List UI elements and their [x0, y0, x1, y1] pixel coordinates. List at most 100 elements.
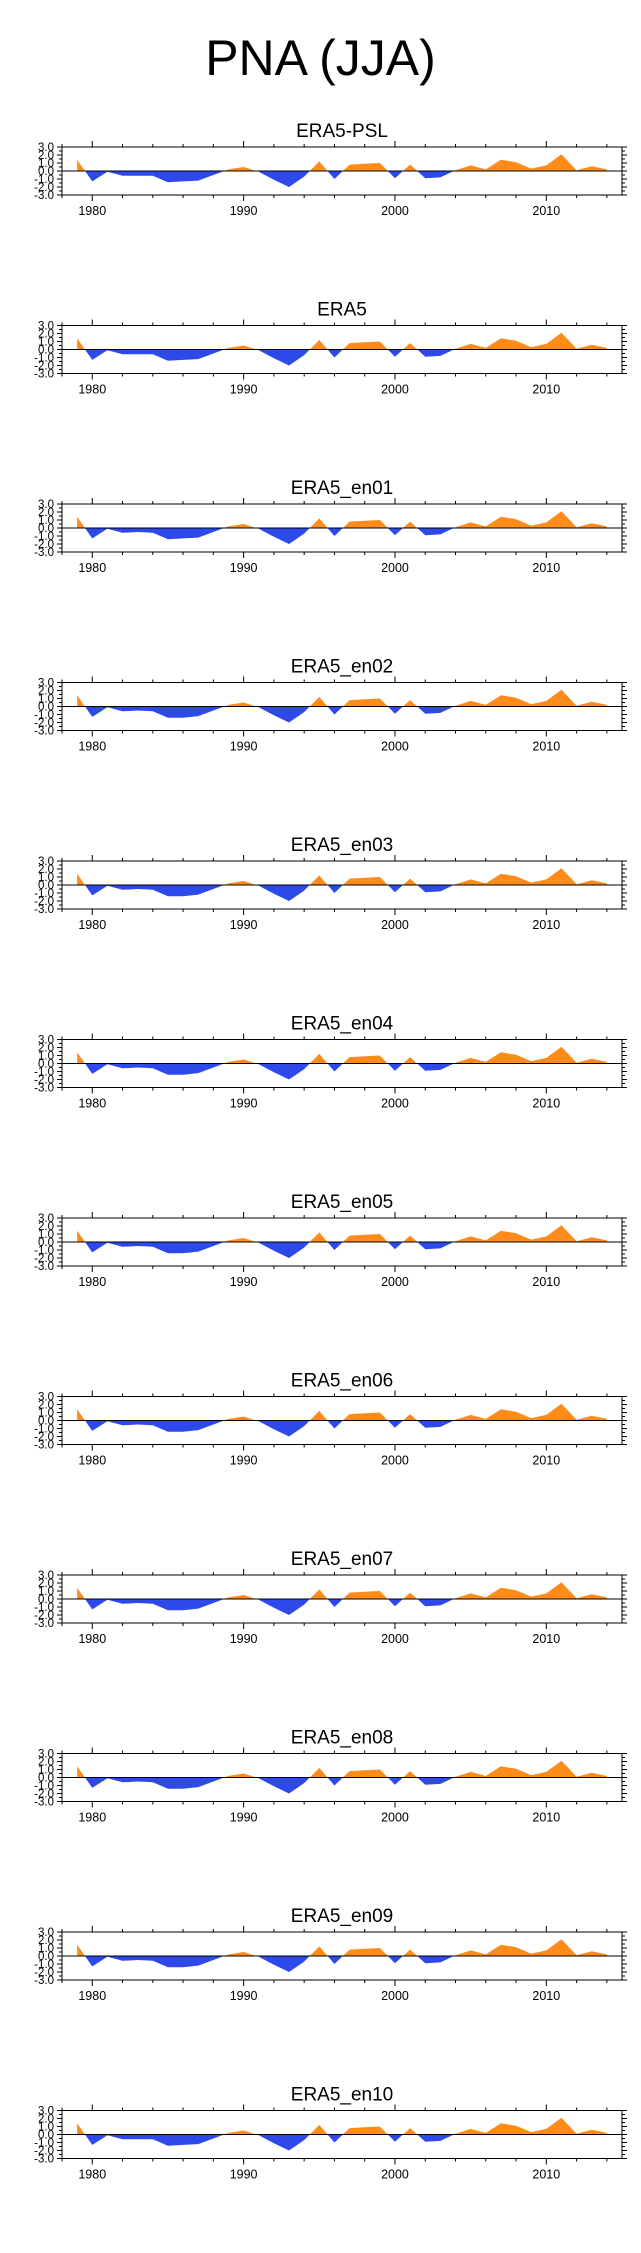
chart-title: ERA5_en09 [291, 1906, 393, 1927]
y-tick-label: -2.0 [34, 2146, 54, 2158]
chart-panel: ERA5_en02 3.02.01.00.0-1.0-2.0-3.0 1980 199… [34, 657, 627, 754]
y-tick-label: -3.0 [34, 726, 54, 738]
y-tick-label: 0.0 [38, 1773, 54, 1785]
chart-panel: ERA5 3.02.01.00.0-1.0-2.0-3.0 1980 1990 2000… [34, 300, 627, 397]
x-tick-label: 1990 [230, 918, 258, 932]
y-tick-label: 0.0 [38, 1594, 54, 1606]
y-tick-label: 1.0 [38, 2122, 54, 2134]
y-tick-label: -1.0 [34, 2138, 54, 2150]
y-tick-label: 2.0 [38, 864, 54, 876]
y-tick-label: 2.0 [38, 686, 54, 698]
y-tick-label: -3.0 [34, 547, 54, 559]
chart-title: ERA5_en07 [291, 1549, 393, 1570]
y-tick-label: 3.0 [38, 1392, 54, 1404]
chart-panel: ERA5_en09 3.02.01.00.0-1.0-2.0-3.0 1980 199… [34, 1906, 627, 2003]
y-tick-label: 1.0 [38, 158, 54, 170]
x-tick-label: 2000 [381, 1275, 409, 1289]
y-tick-label: 1.0 [38, 1943, 54, 1955]
y-tick-label: -3.0 [34, 1440, 54, 1452]
x-tick-label: 2010 [532, 1811, 560, 1825]
y-tick-label: 0.0 [38, 1059, 54, 1071]
chart-title: ERA5_en08 [291, 1728, 393, 1749]
negative-area [84, 528, 454, 544]
x-tick-label: 2000 [381, 2168, 409, 2182]
negative-area [84, 885, 454, 901]
x-tick-label: 1990 [230, 2168, 258, 2182]
y-tick-label: 0.0 [38, 1416, 54, 1428]
y-tick-label: -2.0 [34, 539, 54, 551]
y-tick-label: -3.0 [34, 1975, 54, 1987]
x-tick-label: 2010 [532, 1097, 560, 1111]
y-tick-label: -3.0 [34, 1083, 54, 1095]
chart-panel: ERA5_en04 3.02.01.00.0-1.0-2.0-3.0 1980 199… [34, 1014, 627, 1111]
x-tick-label: 2010 [532, 1632, 560, 1646]
negative-area [84, 706, 454, 723]
positive-area [77, 1939, 607, 1956]
y-tick-label: -2.0 [34, 1789, 54, 1801]
x-tick-label: 1990 [230, 561, 258, 575]
negative-area [84, 1242, 454, 1258]
negative-area [84, 171, 454, 187]
y-tick-label: 2.0 [38, 1757, 54, 1769]
y-tick-label: -3.0 [34, 2154, 54, 2166]
chart-title: ERA5_en04 [291, 1014, 394, 1035]
y-tick-label: -3.0 [34, 369, 54, 381]
y-tick-label: 0.0 [38, 1237, 54, 1249]
chart-panel: ERA5_en07 3.02.01.00.0-1.0-2.0-3.0 1980 199… [34, 1549, 627, 1646]
y-tick-label: 3.0 [38, 321, 54, 333]
x-tick-label: 2000 [381, 383, 409, 397]
y-tick-label: -3.0 [34, 904, 54, 916]
y-tick-label: -2.0 [34, 1253, 54, 1265]
y-tick-label: 2.0 [38, 1400, 54, 1412]
x-tick-label: 1990 [230, 1454, 258, 1468]
x-tick-label: 1980 [78, 1811, 106, 1825]
chart-title: ERA5-PSL [296, 121, 388, 142]
x-tick-label: 2010 [532, 2168, 560, 2182]
y-tick-label: 3.0 [38, 1927, 54, 1939]
x-tick-label: 2000 [381, 918, 409, 932]
positive-area [77, 1760, 607, 1778]
y-tick-label: 1.0 [38, 515, 54, 527]
y-tick-label: -3.0 [34, 1618, 54, 1630]
y-tick-label: 2.0 [38, 507, 54, 519]
positive-area [77, 1403, 607, 1421]
x-tick-label: 2010 [532, 1989, 560, 2003]
y-tick-label: -3.0 [34, 1261, 54, 1273]
y-tick-label: -1.0 [34, 888, 54, 900]
y-tick-label: 2.0 [38, 329, 54, 341]
x-tick-label: 1980 [78, 204, 106, 218]
x-tick-label: 2010 [532, 383, 560, 397]
y-tick-label: -1.0 [34, 1959, 54, 1971]
x-tick-label: 1990 [230, 740, 258, 754]
x-tick-label: 1990 [230, 1811, 258, 1825]
negative-area [84, 1956, 454, 1972]
x-tick-label: 1990 [230, 1097, 258, 1111]
positive-area [77, 511, 607, 528]
chart-panel: ERA5_en05 3.02.01.00.0-1.0-2.0-3.0 1980 199… [34, 1192, 627, 1289]
y-tick-label: 0.0 [38, 345, 54, 357]
x-tick-label: 2010 [532, 1275, 560, 1289]
x-tick-label: 2000 [381, 1454, 409, 1468]
y-tick-label: -2.0 [34, 1075, 54, 1087]
x-tick-label: 1980 [78, 1989, 106, 2003]
y-tick-label: 1.0 [38, 1229, 54, 1241]
x-tick-label: 1980 [78, 740, 106, 754]
negative-area [84, 1420, 454, 1437]
positive-area [77, 868, 607, 885]
y-tick-label: -3.0 [34, 190, 54, 202]
y-tick-label: 1.0 [38, 1765, 54, 1777]
x-tick-label: 1980 [78, 2168, 106, 2182]
positive-area [77, 1225, 607, 1242]
chart-title: ERA5_en02 [291, 657, 393, 678]
negative-area [84, 1063, 454, 1080]
y-tick-label: 0.0 [38, 523, 54, 535]
y-tick-label: 1.0 [38, 872, 54, 884]
y-tick-label: 3.0 [38, 2106, 54, 2118]
y-tick-label: 3.0 [38, 1749, 54, 1761]
x-tick-label: 2010 [532, 918, 560, 932]
positive-area [77, 2117, 607, 2135]
y-tick-label: 0.0 [38, 1951, 54, 1963]
y-tick-label: 2.0 [38, 1221, 54, 1233]
y-tick-label: -2.0 [34, 1432, 54, 1444]
